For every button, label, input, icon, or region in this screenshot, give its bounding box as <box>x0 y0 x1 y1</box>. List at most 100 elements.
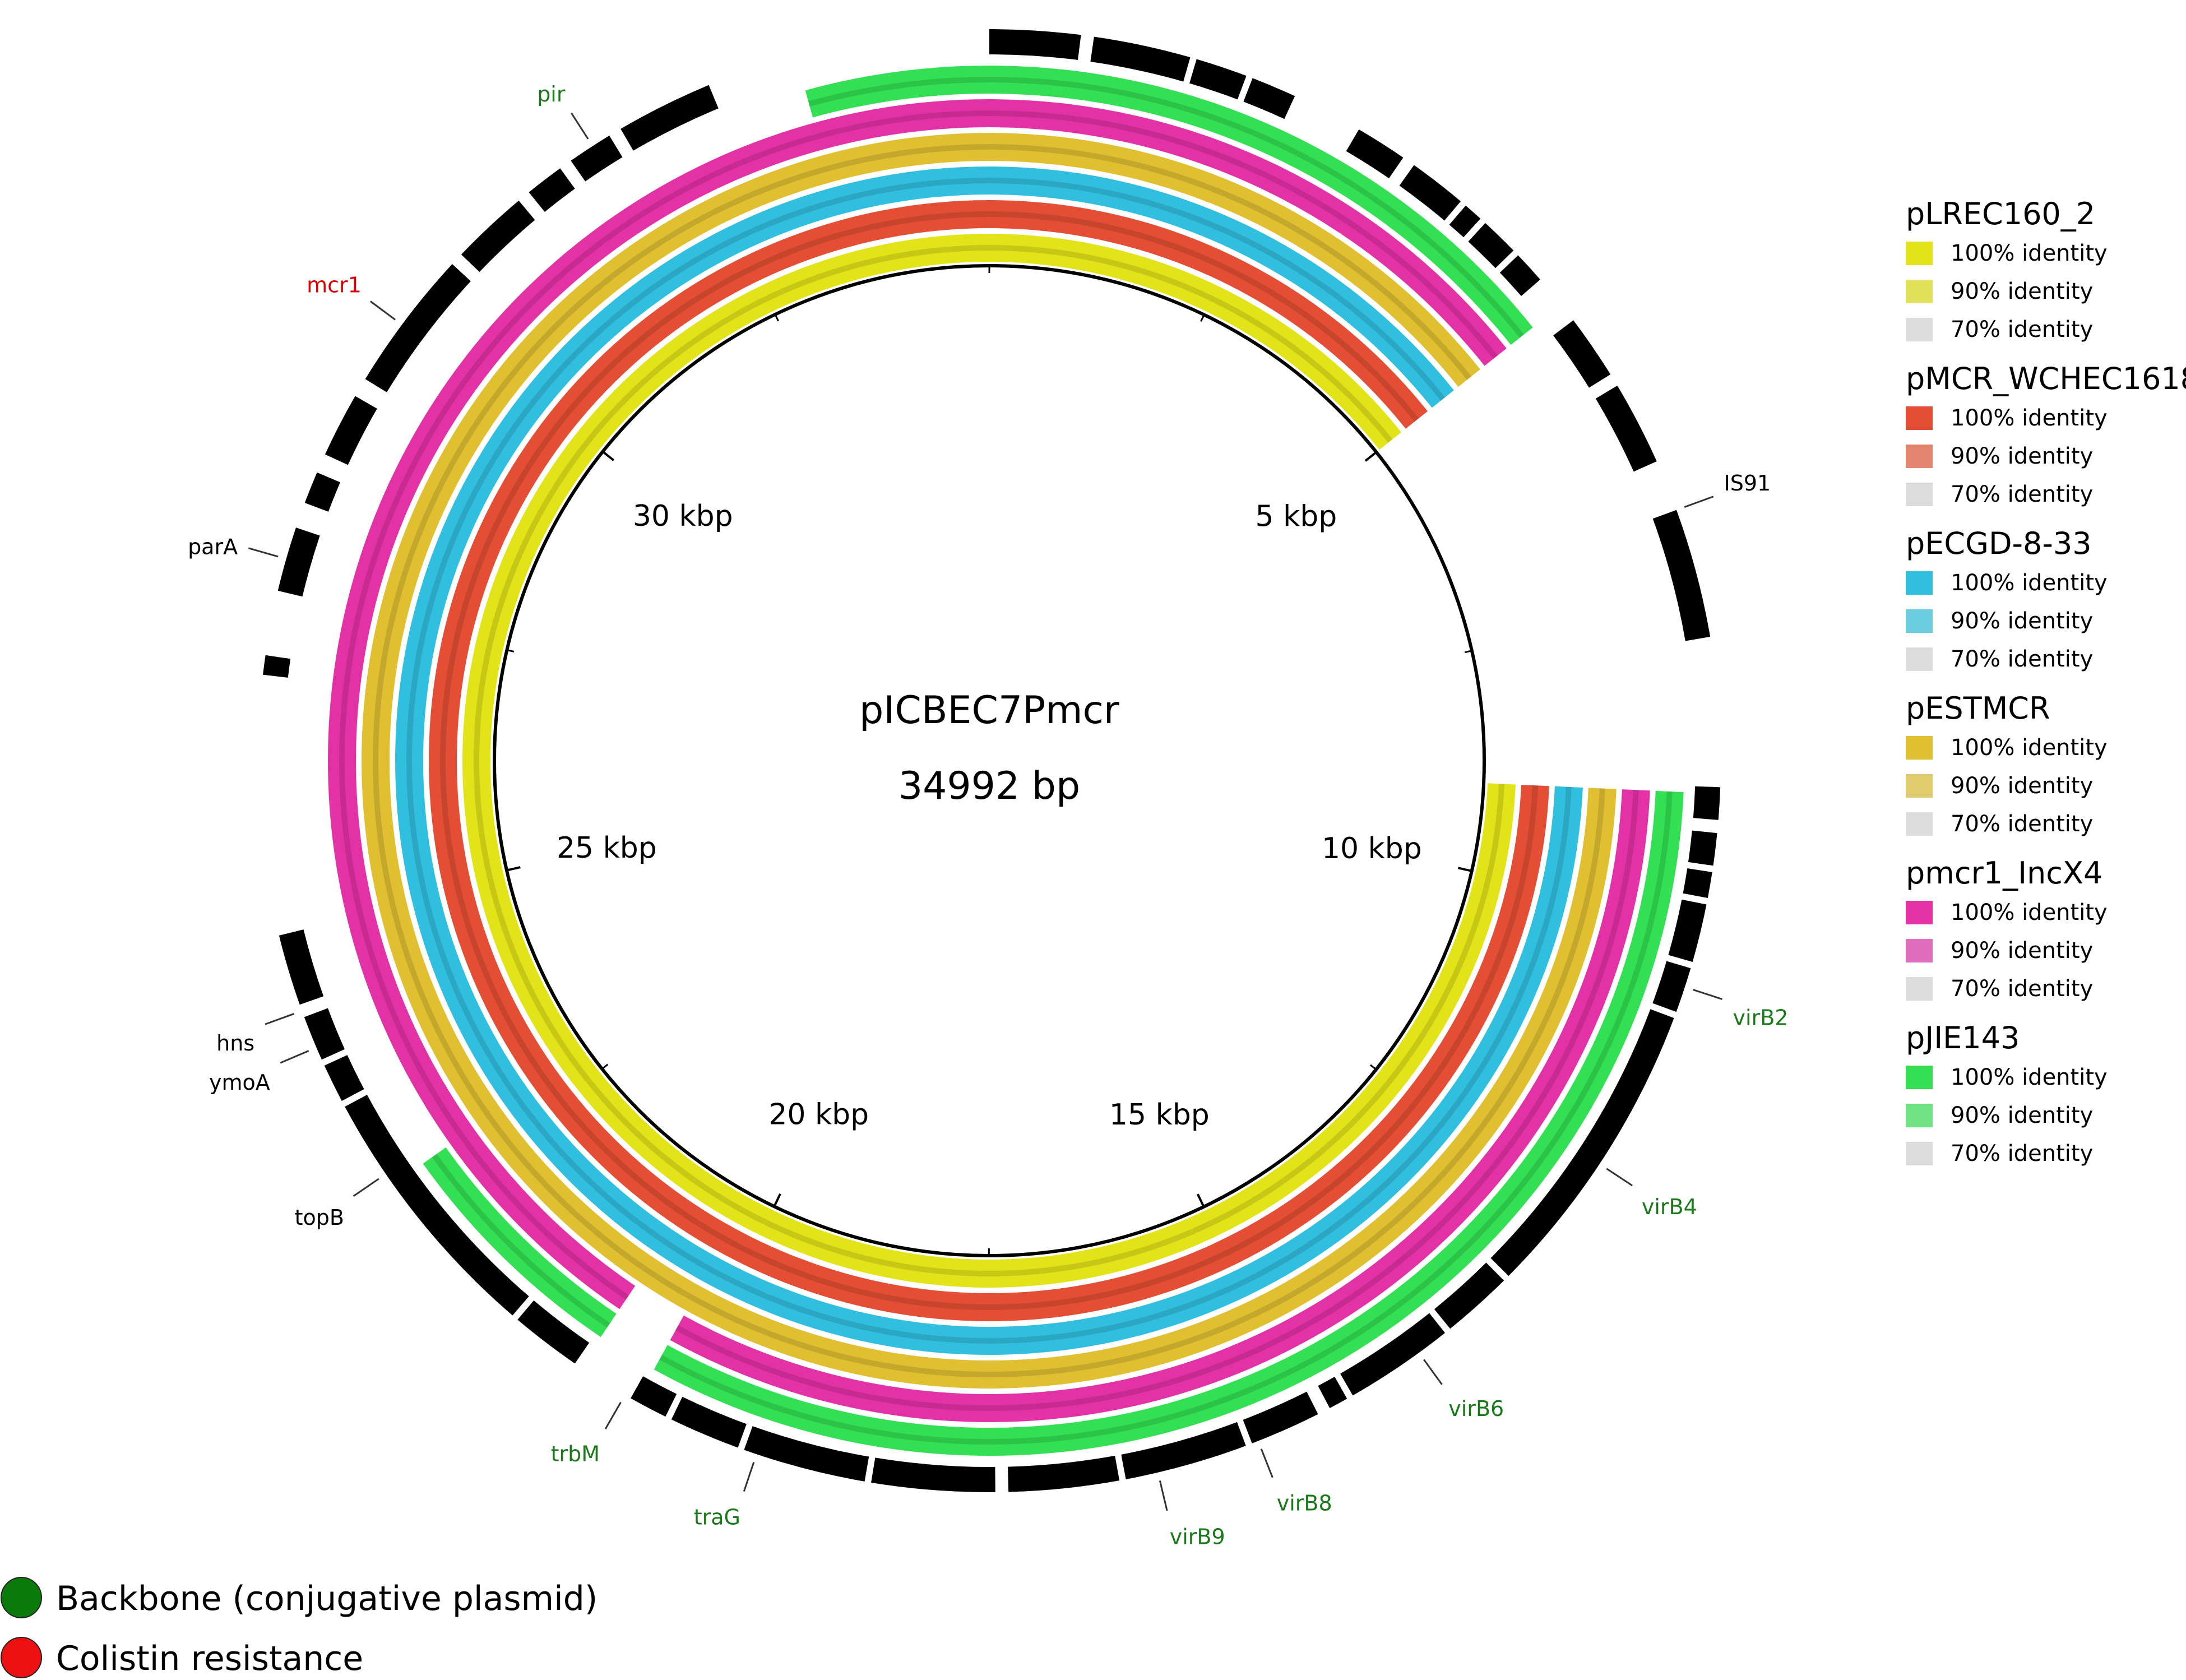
category-dot-0 <box>1 1577 42 1618</box>
legend-swatch-pJIE143-2 <box>1906 1142 1933 1165</box>
size-ticks: 5 kbp 10 kbp 15 kbp 20 kbp 25 kbp 30 kbp <box>506 266 1472 1256</box>
feature-block-19 <box>1340 1313 1446 1396</box>
gene-label-ymoA: ymoA <box>209 1070 270 1095</box>
minor-tick <box>1200 314 1205 322</box>
backbone-circle <box>493 264 1486 1257</box>
legend-swatch-pJIE143-1 <box>1906 1104 1933 1127</box>
feature-block-1 <box>1090 36 1191 82</box>
feature-block-14 <box>1683 868 1712 899</box>
tick-label-3: 20 kbp <box>768 1098 869 1131</box>
gene-label-virB6: virB6 <box>1448 1396 1504 1421</box>
category-legend: Backbone (conjugative plasmid) Colistin r… <box>1 1577 598 1678</box>
gene-leader-pir <box>571 112 589 140</box>
legend-swatch-pmcr1_IncX4-1 <box>1906 939 1933 962</box>
feature-block-32 <box>279 929 324 1005</box>
gene-label-parA: parA <box>188 534 238 559</box>
legend-label-pmcr1_IncX4-1: 90% identity <box>1951 938 2093 964</box>
identity-ring-pmcr1_IncX4-segment-1 <box>670 789 1650 1422</box>
feature-block-5 <box>1399 165 1461 221</box>
plasmid-length: 34992 bp <box>899 764 1080 808</box>
minor-tick <box>1464 650 1472 654</box>
legend-swatch-pESTMCR-2 <box>1906 812 1933 836</box>
gene-leader-virB4 <box>1606 1168 1633 1187</box>
legend-swatch-pMCR_WCHEC1618-2 <box>1906 483 1933 506</box>
gene-leader-traG <box>743 1461 755 1492</box>
legend-label-pMCR_WCHEC1618-0: 100% identity <box>1951 405 2108 431</box>
feature-block-0 <box>989 29 1081 60</box>
minor-tick <box>1464 868 1472 872</box>
feature-block-4 <box>1346 129 1404 179</box>
legend-title-pLREC160_2: pLREC160_2 <box>1906 196 2095 232</box>
gene-leader-parA <box>248 547 279 558</box>
identity-ring-pESTMCR-segment-0 <box>989 133 1480 387</box>
tick-label-1: 10 kbp <box>1322 832 1422 866</box>
legend-swatch-pESTMCR-0 <box>1906 736 1933 760</box>
legend-title-pmcr1_IncX4: pmcr1_IncX4 <box>1906 855 2102 891</box>
legend-swatch-pLREC160_2-0 <box>1906 242 1933 265</box>
legend-label-pESTMCR-0: 100% identity <box>1951 735 2108 761</box>
feature-block-13 <box>1688 830 1717 866</box>
gene-label-IS91: IS91 <box>1724 471 1771 496</box>
feature-block-21 <box>1243 1391 1318 1443</box>
legend-swatch-pESTMCR-1 <box>1906 774 1933 798</box>
gene-label-mcr1: mcr1 <box>307 273 362 298</box>
identity-ring-pJIE143-segment-1 <box>654 790 1684 1456</box>
identity-ring-pmcr1_IncX4-segment-0 <box>989 99 1507 366</box>
gene-leader-virB9 <box>1159 1480 1168 1511</box>
minor-tick <box>507 649 515 652</box>
legend-label-pJIE143-0: 100% identity <box>1951 1065 2108 1090</box>
feature-block-2 <box>1189 59 1247 100</box>
legend-title-pJIE143: pJIE143 <box>1906 1020 2020 1056</box>
minor-tick <box>601 1063 609 1070</box>
legend-swatch-pmcr1_IncX4-2 <box>1906 977 1933 1001</box>
feature-block-3 <box>1243 78 1295 119</box>
feature-block-23 <box>1008 1455 1120 1492</box>
gene-leader-hns <box>265 1013 295 1025</box>
feature-block-16 <box>1652 961 1691 1012</box>
feature-block-30 <box>324 1055 364 1101</box>
legend-label-pMCR_WCHEC1618-1: 90% identity <box>1951 443 2093 469</box>
gene-leader-topB <box>353 1178 379 1197</box>
gene-leader-ymoA <box>280 1050 309 1064</box>
feature-block-17 <box>1490 1009 1674 1276</box>
legend-label-pESTMCR-1: 90% identity <box>1951 773 2093 799</box>
tick-label-4: 25 kbp <box>557 831 657 865</box>
legend-swatch-pECGD-8-33-2 <box>1906 647 1933 671</box>
category-dot-1 <box>1 1637 42 1678</box>
feature-block-38 <box>461 200 535 272</box>
feature-block-8 <box>1499 255 1540 297</box>
legend-label-pLREC160_2-0: 100% identity <box>1951 240 2108 266</box>
legend-label-pmcr1_IncX4-2: 70% identity <box>1951 976 2093 1002</box>
minor-tick <box>1370 451 1377 457</box>
tick-label-0: 5 kbp <box>1255 500 1337 534</box>
legend-label-pESTMCR-2: 70% identity <box>1951 811 2093 837</box>
identity-ring-pECGD-8-33-segment-0 <box>989 166 1454 408</box>
annotation-features <box>263 29 1721 1492</box>
legend-swatch-pECGD-8-33-1 <box>1906 609 1933 633</box>
legend-label-pJIE143-2: 70% identity <box>1951 1141 2093 1167</box>
feature-block-10 <box>1595 385 1657 472</box>
feature-block-11 <box>1652 510 1711 641</box>
minor-tick <box>773 1199 779 1207</box>
feature-block-7 <box>1468 223 1514 269</box>
feature-block-9 <box>1553 320 1611 388</box>
feature-block-33 <box>263 655 291 678</box>
gene-leader-trbM <box>604 1401 622 1430</box>
gene-label-hns: hns <box>216 1031 254 1056</box>
minor-tick <box>602 451 609 457</box>
legend-label-pmcr1_IncX4-0: 100% identity <box>1951 900 2108 925</box>
feature-block-37 <box>365 264 471 392</box>
plasmid-name: pICBEC7Pmcr <box>859 688 1119 733</box>
feature-block-25 <box>744 1426 869 1482</box>
gene-labels: pir IS91 mcr1 parA virB2 virB4 hns ymoA topB virB… <box>188 82 1788 1549</box>
minor-tick <box>506 868 514 872</box>
feature-block-6 <box>1449 205 1481 238</box>
legend-swatch-pJIE143-0 <box>1906 1066 1933 1089</box>
gene-label-traG: traG <box>694 1505 740 1529</box>
feature-block-36 <box>325 396 377 465</box>
legend-label-pECGD-8-33-2: 70% identity <box>1951 646 2093 672</box>
identity-ring-pJIE143-segment-3 <box>805 66 989 118</box>
feature-block-20 <box>1318 1377 1347 1409</box>
category-label-0: Backbone (conjugative plasmid) <box>56 1579 598 1618</box>
legend-label-pLREC160_2-2: 70% identity <box>1951 317 2093 343</box>
